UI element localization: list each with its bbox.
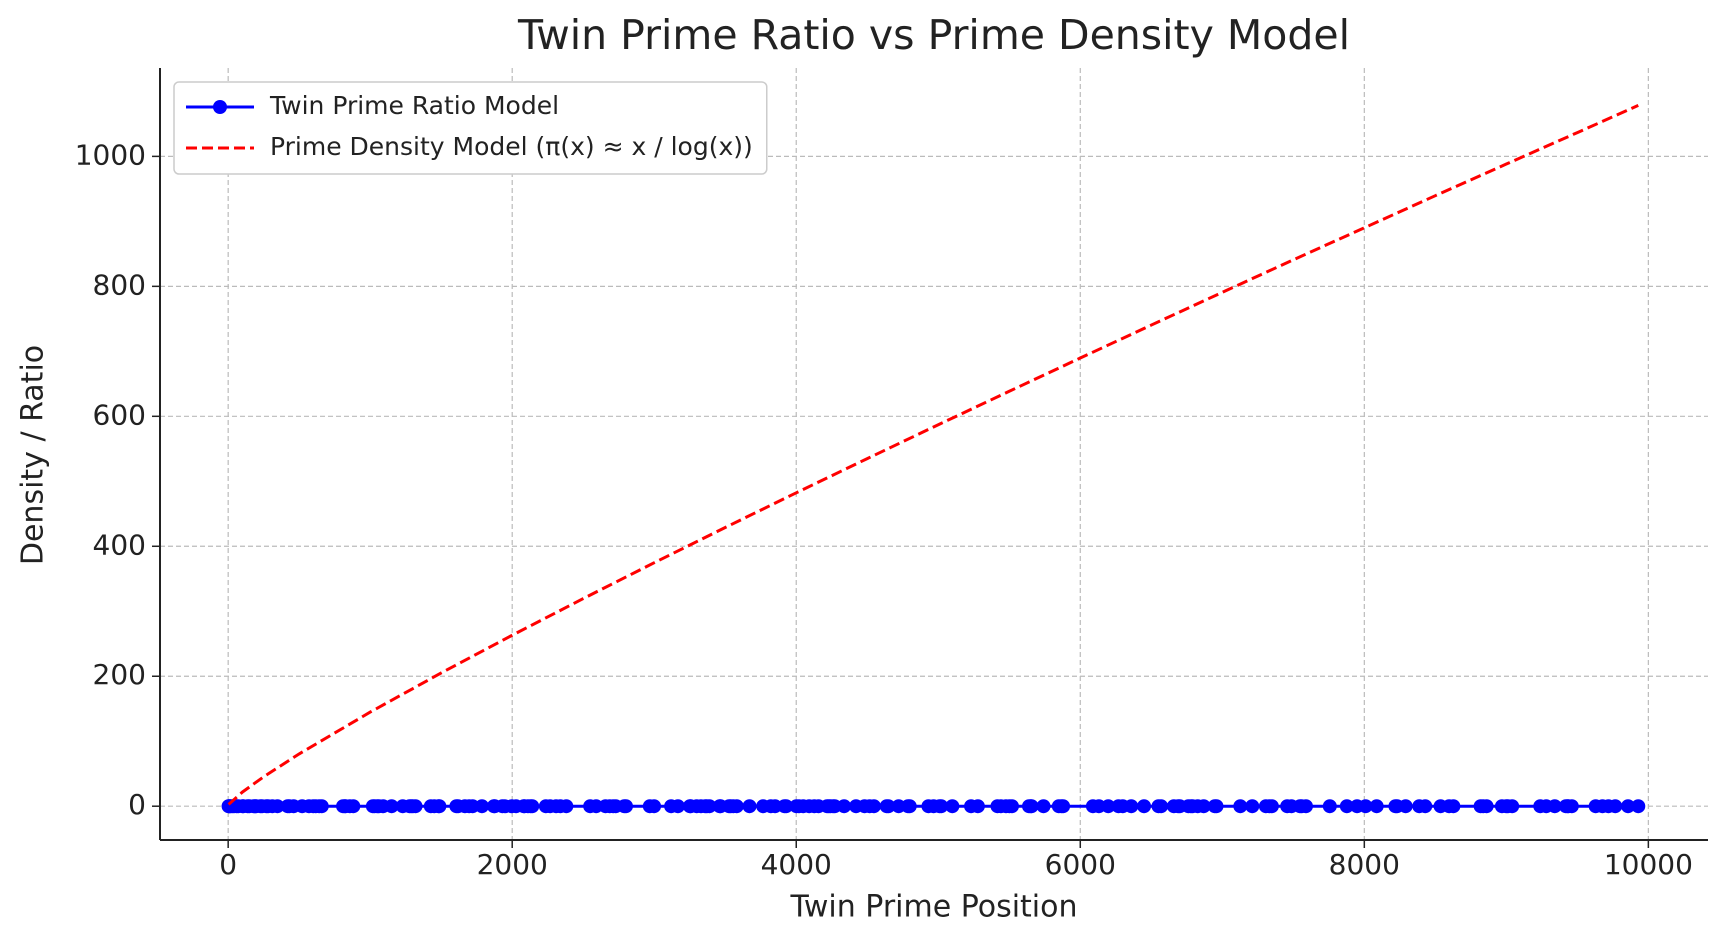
point [934, 799, 949, 814]
y-tick-label: 1000 [75, 138, 146, 171]
point [647, 799, 662, 814]
point [1101, 799, 1116, 814]
point [314, 799, 329, 814]
point [1233, 799, 1248, 814]
point [1369, 799, 1384, 814]
y-tick-label: 600 [93, 398, 146, 431]
point [1154, 799, 1169, 814]
point [866, 799, 881, 814]
point [1505, 799, 1520, 814]
point [881, 799, 896, 814]
y-tick-label: 200 [93, 658, 146, 691]
y-tick-label: 400 [93, 528, 146, 561]
point [1056, 799, 1071, 814]
point [1322, 799, 1337, 814]
point [1245, 799, 1260, 814]
point [408, 799, 423, 814]
y-tick-label: 800 [93, 268, 146, 301]
point [702, 799, 717, 814]
series-line [227, 104, 1639, 806]
point [1339, 799, 1354, 814]
legend-box [173, 81, 768, 175]
x-axis-label: Twin Prime Position [789, 890, 1077, 925]
point [270, 799, 285, 814]
point [1621, 799, 1636, 814]
legend: Twin Prime Ratio Model Prime Density Mode… [173, 81, 768, 175]
point [1004, 799, 1019, 814]
point [1446, 799, 1461, 814]
point [525, 799, 540, 814]
point [1631, 799, 1646, 814]
legend-label: Twin Prime Ratio Model [269, 91, 559, 120]
point [384, 799, 399, 814]
point [346, 799, 361, 814]
point [432, 799, 447, 814]
point [1137, 799, 1152, 814]
chart-title: Twin Prime Ratio vs Prime Density Model [517, 11, 1350, 59]
point [618, 799, 633, 814]
point [1264, 799, 1279, 814]
point [970, 799, 985, 814]
point [945, 799, 960, 814]
x-tick-label: 0 [219, 848, 237, 881]
point [1024, 799, 1039, 814]
point [1418, 799, 1433, 814]
point [670, 799, 685, 814]
point [1547, 799, 1562, 814]
point [1209, 799, 1224, 814]
point [837, 799, 852, 814]
y-axis-label: Density / Ratio [16, 345, 51, 565]
point [1358, 799, 1373, 814]
legend-marker [213, 100, 227, 114]
point [742, 799, 757, 814]
x-tick-label: 4000 [761, 848, 832, 881]
point [1398, 799, 1413, 814]
point [779, 799, 794, 814]
point [474, 799, 489, 814]
legend-label: Prime Density Model (π(x) ≈ x / log(x)) [270, 132, 753, 161]
point [1479, 799, 1494, 814]
point [559, 799, 574, 814]
point [729, 799, 744, 814]
x-tick-label: 6000 [1045, 848, 1116, 881]
point [1298, 799, 1313, 814]
x-tick-label: 8000 [1329, 848, 1400, 881]
y-tick-label: 0 [128, 788, 146, 821]
point [1124, 799, 1139, 814]
point [1608, 799, 1623, 814]
x-tick-label: 10000 [1604, 848, 1693, 881]
point [1036, 799, 1051, 814]
x-tick-label: 2000 [477, 848, 548, 881]
point [902, 799, 917, 814]
point [1196, 799, 1211, 814]
point [1564, 799, 1579, 814]
